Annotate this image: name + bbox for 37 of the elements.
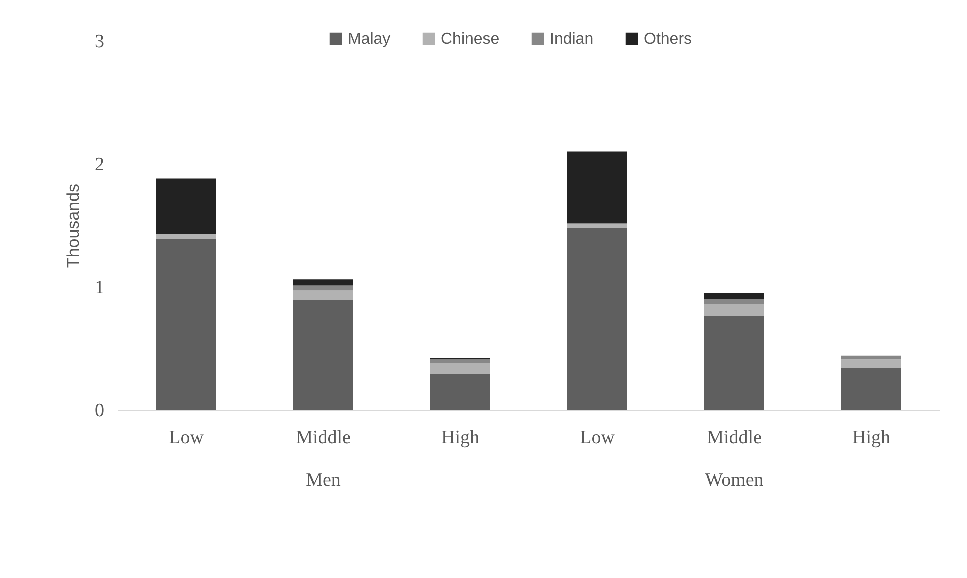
bar — [704, 316, 764, 410]
x-tick-label: High — [852, 428, 891, 448]
bar — [568, 224, 628, 228]
y-axis-title: Thousands — [64, 184, 83, 268]
legend-label: Malay — [348, 31, 391, 48]
bar — [430, 374, 490, 410]
y-tick-label: 0 — [95, 400, 104, 422]
bar — [704, 299, 764, 304]
bar — [704, 304, 764, 317]
bar — [156, 178, 216, 234]
x-tick-label: High — [442, 428, 480, 448]
bar — [842, 368, 902, 410]
bar — [156, 234, 216, 240]
x-tick-label: Low — [169, 428, 204, 448]
bar — [294, 290, 354, 301]
x-tick-label: Low — [580, 428, 616, 448]
bar — [430, 363, 490, 374]
bar — [156, 239, 216, 410]
bar — [430, 360, 490, 364]
x-tick-label: Middle — [296, 428, 351, 448]
bar — [568, 228, 628, 410]
bar — [294, 280, 354, 286]
legend-label: Indian — [550, 31, 594, 48]
text: Women — [704, 470, 765, 492]
bar — [568, 152, 628, 224]
x-tick-label: Middle — [707, 428, 762, 448]
bar — [294, 300, 354, 410]
y-tick-label: 1 — [95, 278, 104, 298]
legend-label: Others — [644, 31, 692, 48]
y-tick-label: 3 — [95, 32, 104, 52]
bar — [842, 360, 902, 368]
legend-label: Chinese — [441, 31, 500, 48]
bar — [842, 356, 902, 360]
y-tick-label: 2 — [95, 154, 104, 176]
text: Men — [305, 470, 342, 492]
bar — [294, 286, 354, 291]
bar — [704, 293, 764, 300]
